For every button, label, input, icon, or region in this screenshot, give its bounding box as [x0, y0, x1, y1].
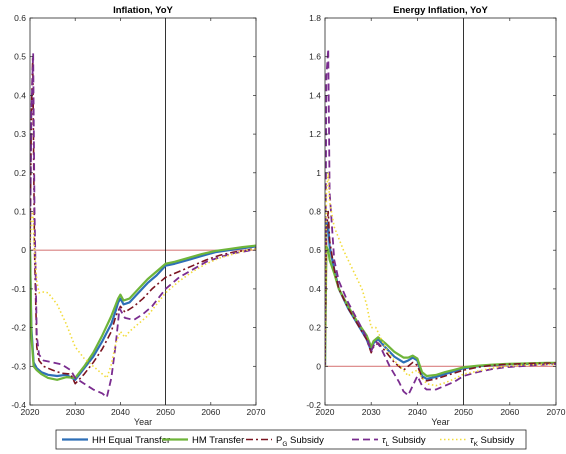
x-tick-label: 2030 [66, 407, 85, 417]
series-line-tl [30, 51, 256, 399]
legend-label: PG Subsidy [276, 435, 324, 448]
x-tick-label: 2020 [316, 407, 335, 417]
series-line-tl [325, 48, 556, 397]
legend-entry: HH Equal Transfer [62, 435, 170, 446]
x-tick-label: 2060 [201, 407, 220, 417]
x-tick-label: 2050 [156, 407, 175, 417]
y-tick-label: 0.2 [309, 323, 321, 333]
x-tick-label: 2040 [111, 407, 130, 417]
x-tick-label: 2030 [362, 407, 381, 417]
legend-entry: PG Subsidy [246, 435, 324, 448]
legend-entry: τL Subsidy [352, 435, 426, 448]
x-tick-label: 2040 [408, 407, 427, 417]
y-tick-label: -0.4 [11, 400, 26, 410]
y-tick-label: 0.3 [14, 129, 26, 139]
series-group [325, 48, 556, 397]
y-tick-label: 1.2 [309, 129, 321, 139]
y-tick-label: 0.6 [309, 245, 321, 255]
plot-area [30, 18, 256, 405]
legend-entry: HM Transfer [162, 435, 244, 446]
legend-box [55, 429, 527, 450]
y-tick-label: 0 [21, 245, 26, 255]
y-tick-label: 1 [316, 168, 321, 178]
series-line-hh-equal [30, 245, 256, 381]
legend-label: HH Equal Transfer [92, 435, 170, 446]
y-tick-label: 1.8 [309, 13, 321, 23]
chart-title: Inflation, YoY [113, 5, 173, 16]
y-tick-label: 0.6 [14, 13, 26, 23]
x-tick-label: 2050 [454, 407, 473, 417]
chart-panel-2: -0.2 0 0.2 0.4 0.6 0.8 1 1.2 1.4 1.6 1.8 2020 2030 20… [306, 5, 565, 427]
x-tick-label: 2070 [247, 407, 266, 417]
series-line-tk [30, 210, 256, 379]
y-tick-label: -0.3 [11, 361, 26, 371]
series-line-tk [325, 172, 556, 387]
x-tick-label: 2060 [500, 407, 519, 417]
y-tick-label: -0.1 [11, 284, 26, 294]
y-tick-label: 0.4 [14, 90, 26, 100]
y-tick-label: -0.2 [11, 323, 26, 333]
chart-title: Energy Inflation, YoY [393, 5, 488, 16]
x-tick-label: 2070 [547, 407, 566, 417]
y-tick-label: 0.1 [14, 207, 26, 217]
legend: HH Equal Transfer HM Transfer PG Subsidy τL… [55, 429, 527, 450]
y-tick-label: 1.6 [309, 52, 321, 62]
x-axis-label: Year [134, 417, 152, 427]
y-tick-label: 0.2 [14, 168, 26, 178]
x-tick-label: 2020 [21, 407, 40, 417]
series-group [30, 51, 256, 399]
legend-label: τK Subsidy [470, 435, 515, 448]
y-tick-label: 0 [316, 361, 321, 371]
x-axis-label: Year [431, 417, 449, 427]
legend-entry: τK Subsidy [440, 435, 515, 448]
chart-panel-1: -0.4 -0.3 -0.2 -0.1 0 0.1 0.2 0.3 0.4 0.5 0.6 2020 2… [11, 5, 265, 427]
y-tick-label: -0.2 [306, 400, 321, 410]
y-tick-label: 0.4 [309, 284, 321, 294]
series-line-hm [30, 244, 256, 381]
series-line-hm [325, 245, 556, 378]
legend-label: τL Subsidy [382, 435, 426, 448]
legend-label: HM Transfer [192, 435, 244, 446]
series-line-pg [30, 55, 256, 385]
plot-area [325, 18, 556, 405]
y-tick-label: 1.4 [309, 90, 321, 100]
y-tick-label: 0.8 [309, 207, 321, 217]
y-tick-label: 0.5 [14, 52, 26, 62]
series-line-pg [325, 210, 556, 382]
